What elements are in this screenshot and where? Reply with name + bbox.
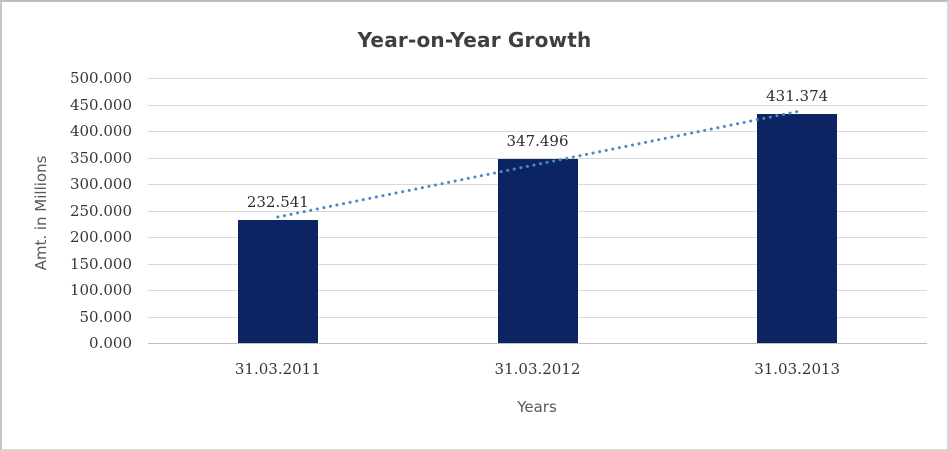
y-tick-label: 250.000: [69, 201, 132, 220]
y-tick-label: 350.000: [69, 148, 132, 167]
x-tick-label: 31.03.2011: [234, 360, 321, 378]
y-tick-label: 100.000: [69, 281, 132, 299]
chart-title: Year-on-Year Growth: [357, 28, 592, 52]
y-tick-label: 0.000: [89, 334, 132, 352]
y-tick-label: 50.000: [79, 307, 133, 326]
bar-value-label: 431.374: [766, 87, 829, 106]
bar-value-label: 232.541: [246, 192, 309, 211]
y-tick-label: 450.000: [69, 95, 132, 114]
bar-31.03.2012: [497, 158, 578, 343]
bar-31.03.2011: [237, 219, 318, 343]
y-gridline: [148, 78, 927, 79]
bar-31.03.2013: [757, 114, 838, 343]
x-axis-title: Years: [517, 398, 557, 416]
y-tick-label: 400.000: [69, 122, 132, 140]
x-tick-label: 31.03.2013: [754, 360, 841, 378]
y-tick-label: 200.000: [69, 228, 132, 246]
bar-value-label: 347.496: [506, 131, 569, 150]
y-gridline: [148, 104, 927, 106]
y-tick-label: 300.000: [69, 175, 132, 193]
y-tick-label: 150.000: [69, 254, 132, 273]
x-tick-label: 31.03.2012: [494, 360, 581, 378]
y-tick-label: 500.000: [69, 69, 132, 87]
x-axis-line: [148, 343, 927, 344]
